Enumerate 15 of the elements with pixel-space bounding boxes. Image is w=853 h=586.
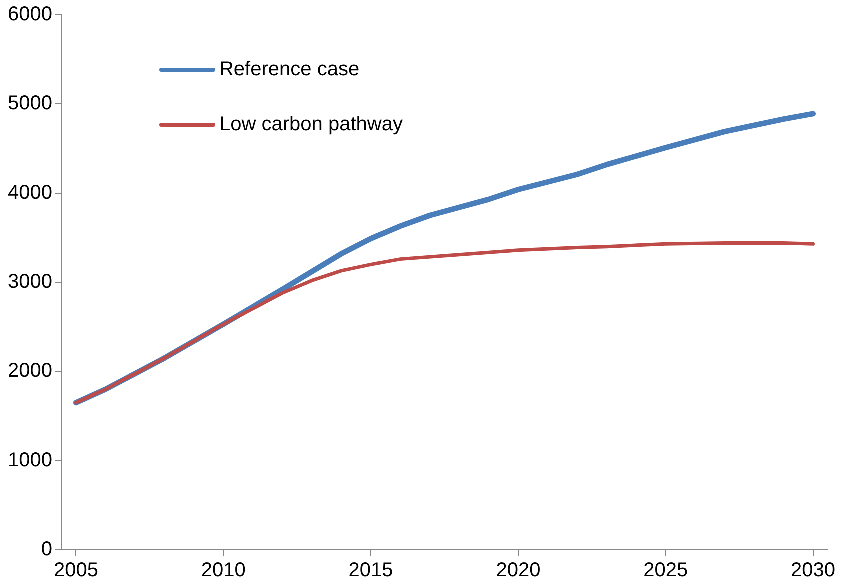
x-tick-label: 2010 xyxy=(201,560,246,582)
x-tick-label: 2020 xyxy=(496,560,541,582)
y-tick-label: 5000 xyxy=(8,92,52,115)
y-tick-label: 0 xyxy=(41,538,52,561)
legend-label: Low carbon pathway xyxy=(219,114,403,136)
y-tick-label: 2000 xyxy=(8,360,52,382)
x-tick-label: 2025 xyxy=(644,560,688,582)
legend-label: Reference case xyxy=(219,58,360,81)
y-tick-label: 1000 xyxy=(8,449,52,472)
x-tick-label: 2030 xyxy=(791,560,836,582)
x-tick-label: 2015 xyxy=(348,560,394,582)
y-tick-label: 4000 xyxy=(8,182,52,204)
y-tick-label: 6000 xyxy=(8,4,52,26)
y-tick-label: 3000 xyxy=(8,271,52,294)
x-tick-label: 2005 xyxy=(54,560,98,582)
